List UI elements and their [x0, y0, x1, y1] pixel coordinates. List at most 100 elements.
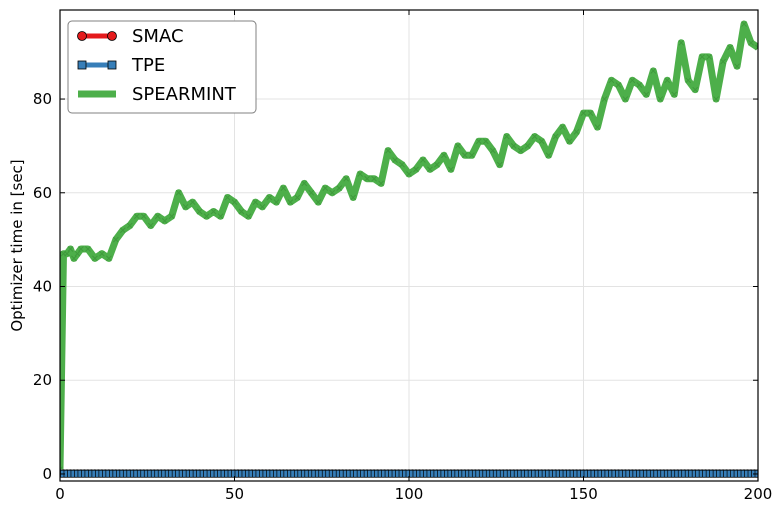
- series-spearmint-point: [706, 54, 712, 60]
- series-spearmint-point: [461, 152, 468, 159]
- x-tick-label: 200: [744, 485, 773, 503]
- series-spearmint-point: [448, 166, 454, 173]
- ticks: 0 50 100 150 200 0 20 40 60 80: [33, 10, 772, 503]
- y-tick-label: 80: [33, 90, 52, 108]
- series-spearmint-point: [489, 147, 496, 154]
- series-spearmint-point: [357, 171, 363, 177]
- series-spearmint-point: [266, 194, 273, 201]
- series-spearmint-point: [622, 96, 629, 102]
- y-tick-label: 40: [33, 278, 52, 296]
- series-spearmint-point: [147, 222, 154, 229]
- series-spearmint-point: [224, 194, 231, 201]
- series-spearmint-point: [287, 199, 294, 206]
- series-spearmint-point: [280, 185, 287, 191]
- series-spearmint-point: [133, 213, 140, 220]
- series-spearmint-point: [231, 199, 238, 206]
- series-spearmint-point: [566, 138, 573, 145]
- series-spearmint-point: [322, 185, 329, 191]
- series-spearmint-point: [238, 208, 245, 215]
- series-spearmint-point: [741, 21, 747, 27]
- series-spearmint-point: [538, 138, 545, 145]
- series-spearmint-point: [580, 110, 587, 116]
- series-spearmint-point: [92, 255, 98, 262]
- y-tick-label: 60: [33, 184, 52, 202]
- series-spearmint-point: [713, 96, 719, 102]
- series-spearmint-point: [329, 189, 336, 196]
- series-spearmint-point: [734, 63, 740, 70]
- series-spearmint-point: [399, 161, 405, 168]
- x-tick-label: 50: [225, 485, 244, 503]
- series-spearmint-point: [182, 203, 189, 210]
- series-spearmint-point: [727, 44, 733, 51]
- series-spearmint-point: [678, 39, 685, 46]
- series-spearmint-point: [308, 189, 315, 196]
- series-spearmint-point: [441, 152, 447, 159]
- series-spearmint-point: [259, 203, 266, 210]
- series-spearmint-point: [99, 250, 105, 257]
- series-spearmint-point: [573, 128, 580, 135]
- series-spearmint-point: [510, 143, 517, 149]
- x-tick-label: 100: [395, 485, 424, 503]
- series-spearmint-point: [427, 166, 433, 173]
- series-spearmint-point: [196, 208, 203, 215]
- series-spearmint-point: [64, 250, 70, 257]
- series-spearmint-point: [657, 96, 664, 102]
- series-spearmint-point: [189, 199, 196, 206]
- series-spearmint-point: [74, 250, 81, 257]
- series-spearmint-point: [636, 82, 643, 88]
- series-spearmint-point: [315, 199, 322, 206]
- series-spearmint-point: [594, 124, 601, 131]
- series-spearmint-point: [692, 86, 699, 93]
- series-spearmint-point: [587, 110, 594, 116]
- series-spearmint-point: [608, 77, 615, 84]
- legend-label-spearmint: SPEARMINT: [132, 84, 237, 105]
- series-spearmint-point: [168, 213, 175, 220]
- series-spearmint-point: [629, 77, 636, 84]
- series-spearmint-point: [378, 180, 384, 187]
- series-spearmint-point: [245, 213, 252, 220]
- series-spearmint-point: [106, 255, 112, 262]
- legend-box: [67, 20, 257, 114]
- series-spearmint-point: [601, 96, 608, 102]
- series-spearmint-point: [406, 171, 412, 177]
- series-spearmint-point: [559, 124, 566, 131]
- series-spearmint-point: [67, 246, 74, 252]
- series-spearmint-point: [85, 246, 91, 252]
- series-spearmint-point: [175, 189, 182, 196]
- series-spearmint-point: [413, 166, 419, 173]
- series-spearmint-point: [615, 82, 622, 88]
- y-tick-label: 20: [33, 371, 52, 389]
- series-spearmint-point: [531, 133, 538, 140]
- series-spearmint-point: [161, 218, 168, 224]
- series-spearmint-point: [273, 199, 280, 206]
- series-spearmint-point: [71, 255, 77, 262]
- series-spearmint-point: [455, 143, 461, 149]
- series-spearmint-point: [119, 227, 126, 234]
- legend-tpe-marker: [107, 60, 117, 70]
- legend-smac-marker: [77, 31, 87, 41]
- series-spearmint-point: [336, 185, 343, 191]
- series-spearmint-point: [350, 194, 357, 201]
- series-spearmint-point: [112, 236, 119, 243]
- y-tick-label: 0: [42, 465, 52, 483]
- series-spearmint-point: [503, 133, 510, 140]
- series-spearmint-point: [468, 152, 475, 159]
- series-spearmint-point: [78, 246, 84, 252]
- legend: SMAC TPE SPEARMINT: [67, 20, 257, 114]
- series-spearmint-point: [720, 58, 726, 65]
- x-tick-label: 150: [569, 485, 598, 503]
- legend-label-tpe: TPE: [131, 55, 165, 76]
- series-spearmint-point: [364, 175, 370, 182]
- series-spearmint-point: [685, 77, 692, 84]
- series-spearmint-point: [343, 175, 350, 182]
- series-spearmint-point: [126, 222, 133, 229]
- series-spearmint-point: [748, 39, 754, 46]
- series-spearmint-point: [496, 161, 503, 168]
- series-spearmint-point: [699, 54, 706, 60]
- series-spearmint-point: [371, 175, 377, 182]
- series-spearmint-point: [392, 157, 398, 163]
- series-spearmint-point: [252, 199, 259, 206]
- legend-label-smac: SMAC: [132, 26, 184, 47]
- series-spearmint-point: [482, 138, 489, 145]
